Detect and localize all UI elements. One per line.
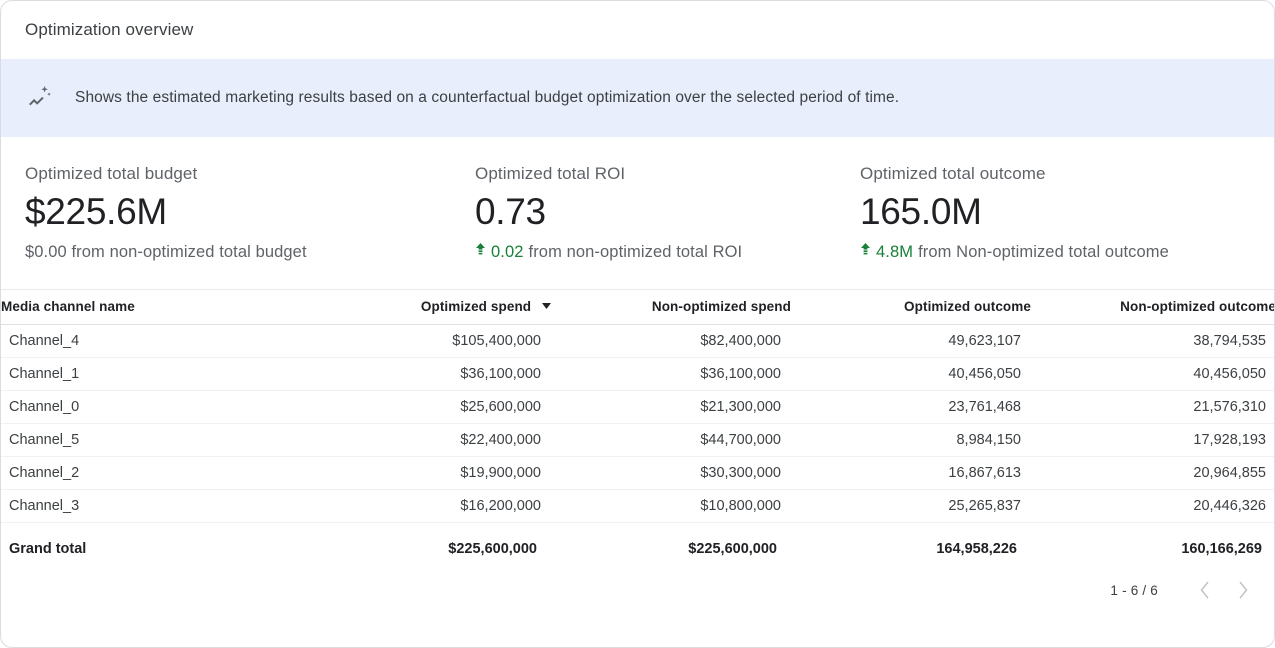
cell-optimized-spend: $22,400,000 bbox=[311, 423, 551, 457]
column-header-label: Non-optimized spend bbox=[651, 299, 791, 314]
kpi-delta: $0.00 from non-optimized total budget bbox=[25, 241, 475, 263]
info-banner-text: Shows the estimated marketing results ba… bbox=[75, 89, 900, 106]
cell-optimized-spend: $36,100,000 bbox=[311, 357, 551, 391]
cell-optimized-spend: $105,400,000 bbox=[311, 324, 551, 358]
column-header-label: Optimized spend bbox=[420, 299, 532, 314]
table-row[interactable]: Channel_3 $16,200,000 $10,800,000 25,265… bbox=[1, 489, 1274, 523]
table-row[interactable]: Channel_2 $19,900,000 $30,300,000 16,867… bbox=[1, 456, 1274, 490]
pagination-range: 1 - 6 / 6 bbox=[1110, 582, 1158, 598]
kpi-value: 0.73 bbox=[475, 191, 546, 232]
cell-optimized-outcome: 16,867,613 bbox=[791, 456, 1031, 490]
cell-non-optimized-spend: $30,300,000 bbox=[551, 456, 791, 490]
kpi-delta-text: from non-optimized total ROI bbox=[528, 243, 743, 261]
cell-non-optimized-spend: $82,400,000 bbox=[551, 324, 791, 358]
cell-non-optimized-outcome: 38,794,535 bbox=[1031, 324, 1274, 358]
cell-channel: Channel_4 bbox=[1, 324, 311, 358]
table-row[interactable]: Channel_5 $22,400,000 $44,700,000 8,984,… bbox=[1, 423, 1274, 457]
kpi-row: Optimized total budget $225.6M $0.00 fro… bbox=[1, 137, 1274, 263]
column-header-non-optimized-outcome[interactable]: Non-optimized outcome bbox=[1031, 290, 1275, 325]
cell-channel: Channel_0 bbox=[1, 390, 311, 424]
cell-optimized-outcome: 8,984,150 bbox=[791, 423, 1031, 457]
arrow-up-icon bbox=[860, 242, 872, 256]
table-header-row: Media channel name Optimized spend Non-o… bbox=[1, 290, 1275, 325]
table-row[interactable]: Channel_0 $25,600,000 $21,300,000 23,761… bbox=[1, 390, 1274, 424]
channel-performance-table: Media channel name Optimized spend Non-o… bbox=[1, 290, 1275, 568]
total-non-optimized-outcome: 160,166,269 bbox=[1181, 541, 1262, 557]
cell-optimized-outcome: 25,265,837 bbox=[791, 489, 1031, 523]
chevron-right-icon bbox=[1237, 580, 1249, 600]
cell-optimized-spend: $16,200,000 bbox=[311, 489, 551, 523]
kpi-label: Optimized total ROI bbox=[475, 164, 626, 183]
table-row[interactable]: Channel_4 $105,400,000 $82,400,000 49,62… bbox=[1, 324, 1274, 358]
kpi-delta-value: $0.00 bbox=[25, 243, 67, 261]
card-header: Optimization overview bbox=[1, 1, 1274, 59]
cell-channel: Channel_5 bbox=[1, 423, 311, 457]
cell-channel: Channel_3 bbox=[1, 489, 311, 523]
next-page-button[interactable] bbox=[1226, 573, 1260, 607]
cell-non-optimized-spend: $21,300,000 bbox=[551, 390, 791, 424]
column-header-optimized-spend[interactable]: Optimized spend bbox=[311, 290, 551, 325]
cell-non-optimized-outcome: 21,576,310 bbox=[1031, 390, 1274, 424]
arrow-up-icon bbox=[475, 242, 487, 256]
cell-non-optimized-outcome: 17,928,193 bbox=[1031, 423, 1274, 457]
cell-non-optimized-outcome: 40,456,050 bbox=[1031, 357, 1274, 391]
column-header-optimized-outcome[interactable]: Optimized outcome bbox=[791, 290, 1031, 325]
kpi-optimized-total-roi: Optimized total ROI 0.73 0.02 from non-o… bbox=[475, 163, 860, 263]
cell-non-optimized-spend: $44,700,000 bbox=[551, 423, 791, 457]
column-header-media-channel-name[interactable]: Media channel name bbox=[1, 290, 311, 325]
kpi-delta: 4.8M from Non-optimized total outcome bbox=[860, 241, 1250, 263]
cell-optimized-spend: $25,600,000 bbox=[311, 390, 551, 424]
grand-total-row: Grand total $225,600,000 $225,600,000 16… bbox=[1, 523, 1274, 568]
section-divider bbox=[1, 289, 1274, 290]
cell-optimized-outcome: 23,761,468 bbox=[791, 390, 1031, 424]
kpi-delta-text: from Non-optimized total outcome bbox=[918, 243, 1169, 261]
table-row[interactable]: Channel_1 $36,100,000 $36,100,000 40,456… bbox=[1, 357, 1274, 391]
pagination: 1 - 6 / 6 bbox=[1, 567, 1274, 607]
page-title: Optimization overview bbox=[25, 20, 194, 39]
column-header-label: Non-optimized outcome bbox=[1120, 299, 1275, 314]
sort-descending-icon[interactable] bbox=[542, 297, 551, 312]
kpi-delta-text: from non-optimized total budget bbox=[71, 243, 307, 261]
column-header-label: Media channel name bbox=[1, 299, 135, 314]
kpi-label: Optimized total outcome bbox=[860, 164, 1046, 183]
cell-non-optimized-spend: $10,800,000 bbox=[551, 489, 791, 523]
previous-page-button[interactable] bbox=[1188, 573, 1222, 607]
column-header-label: Optimized outcome bbox=[904, 299, 1031, 314]
total-non-optimized-spend: $225,600,000 bbox=[688, 541, 777, 557]
kpi-label: Optimized total budget bbox=[25, 164, 198, 183]
total-label: Grand total bbox=[9, 541, 87, 557]
cell-channel: Channel_1 bbox=[1, 357, 311, 391]
cell-optimized-outcome: 40,456,050 bbox=[791, 357, 1031, 391]
cell-non-optimized-outcome: 20,964,855 bbox=[1031, 456, 1274, 490]
column-header-non-optimized-spend[interactable]: Non-optimized spend bbox=[551, 290, 791, 325]
kpi-delta: 0.02 from non-optimized total ROI bbox=[475, 241, 860, 263]
kpi-value: 165.0M bbox=[860, 191, 982, 232]
cell-non-optimized-outcome: 20,446,326 bbox=[1031, 489, 1274, 523]
cell-channel: Channel_2 bbox=[1, 456, 311, 490]
kpi-optimized-total-outcome: Optimized total outcome 165.0M 4.8M from… bbox=[860, 163, 1250, 263]
total-optimized-spend: $225,600,000 bbox=[448, 541, 537, 557]
cell-optimized-outcome: 49,623,107 bbox=[791, 324, 1031, 358]
chevron-left-icon bbox=[1199, 580, 1211, 600]
cell-non-optimized-spend: $36,100,000 bbox=[551, 357, 791, 391]
trending-up-sparkle-icon bbox=[25, 84, 53, 112]
info-banner: Shows the estimated marketing results ba… bbox=[1, 59, 1274, 137]
cell-optimized-spend: $19,900,000 bbox=[311, 456, 551, 490]
kpi-optimized-total-budget: Optimized total budget $225.6M $0.00 fro… bbox=[25, 163, 475, 263]
kpi-value: $225.6M bbox=[25, 191, 167, 232]
kpi-delta-value: 0.02 bbox=[491, 243, 524, 261]
total-optimized-outcome: 164,958,226 bbox=[936, 541, 1017, 557]
kpi-delta-value: 4.8M bbox=[876, 243, 914, 261]
